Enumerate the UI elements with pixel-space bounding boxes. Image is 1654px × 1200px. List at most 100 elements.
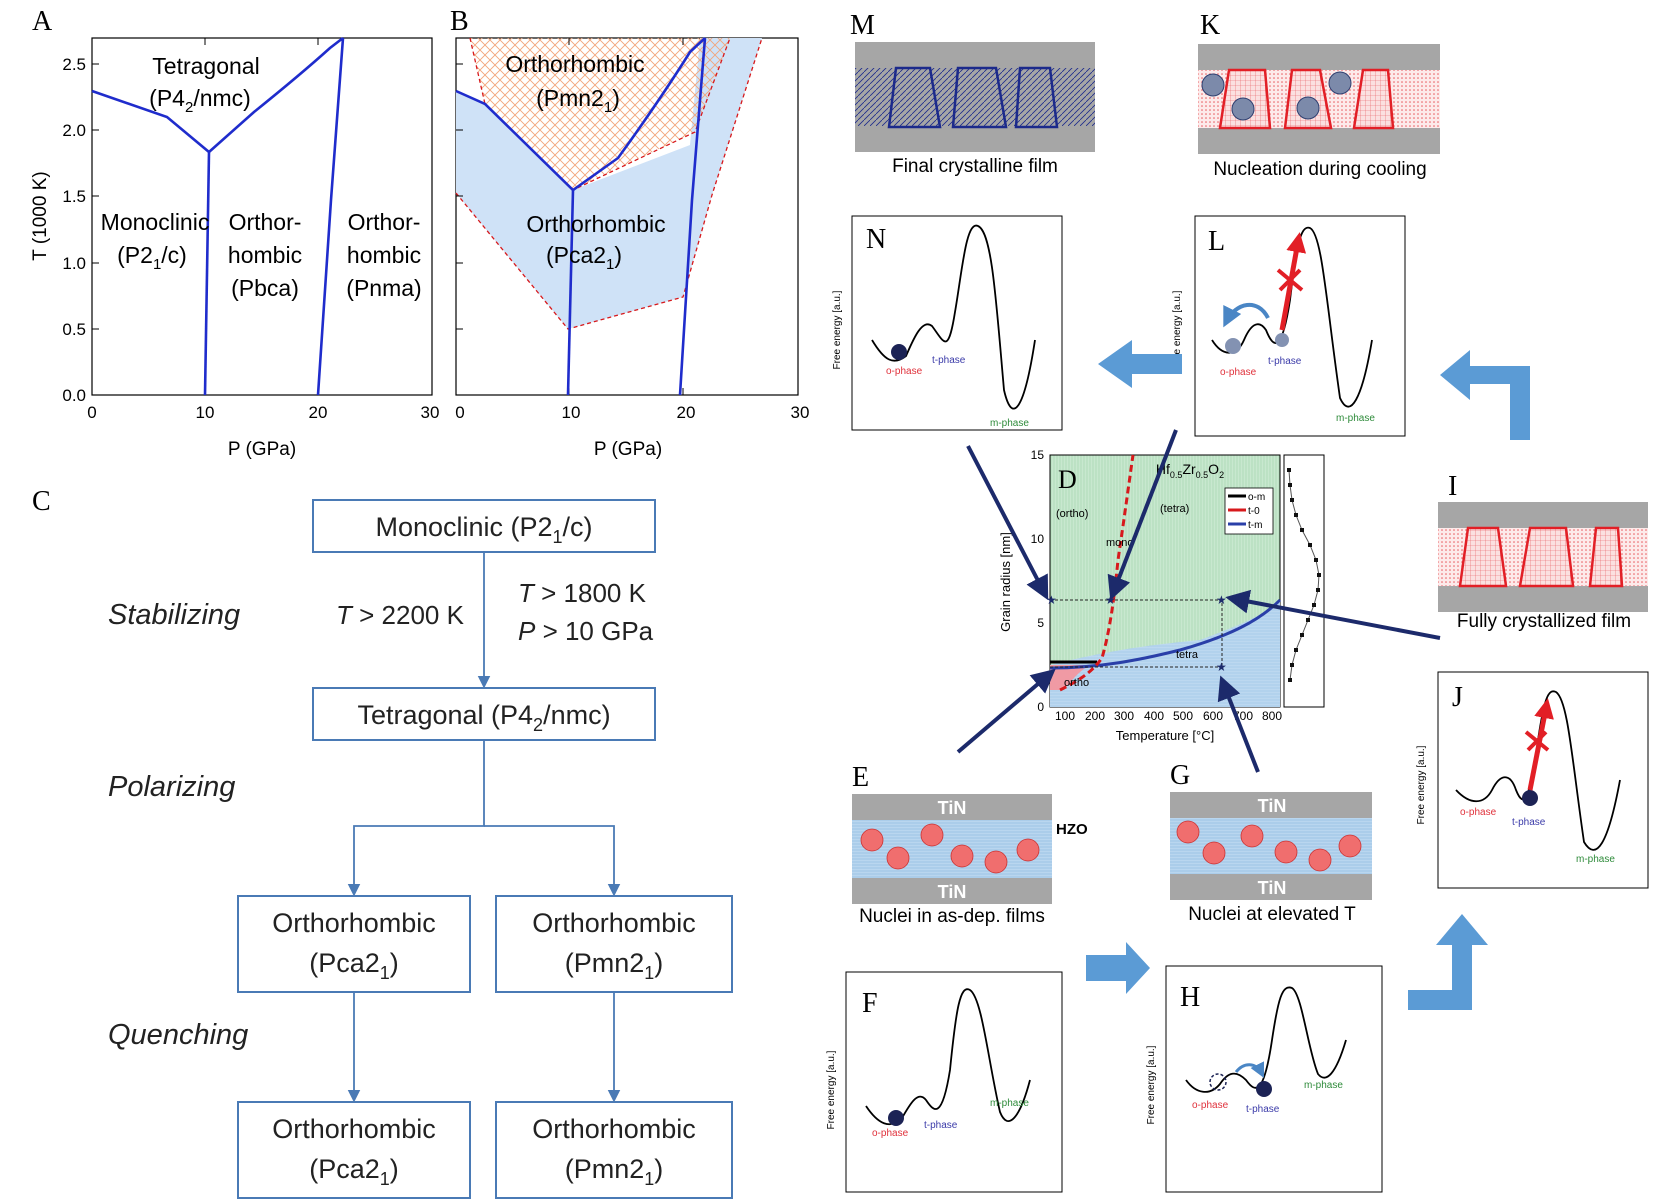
- panel-a-xtick: 10: [196, 403, 215, 422]
- panel-n-ylabel: Free energy [a.u.]: [832, 290, 843, 369]
- panel-e-tin-top: TiN: [938, 798, 967, 818]
- panel-g-tin-top: TiN: [1258, 796, 1287, 816]
- panel-a-xtick: 20: [309, 403, 328, 422]
- panel-b-boundary-pnma: [678, 37, 707, 396]
- panel-b-pca-outline: [455, 37, 763, 330]
- panel-i-film: I Fully crystallized film: [1438, 471, 1648, 632]
- arrow-tetra-to-pca: [347, 740, 485, 897]
- panel-l-t-label: t-phase: [1268, 356, 1302, 367]
- panel-a-label-monoclinic: Monoclinic: [101, 209, 210, 235]
- panel-d-label-mono: mono: [1106, 537, 1134, 549]
- box-ortho-pmn-2: [495, 1101, 733, 1199]
- box-monoclinic-label: Monoclinic (P21/c): [375, 512, 592, 547]
- panel-c-flowchart: C Monoclinic (P21/c) Tetragonal (P42/nmc…: [32, 486, 733, 1199]
- stage-stabilizing: Stabilizing: [108, 599, 240, 631]
- panel-a-xtick: 30: [421, 403, 440, 422]
- panel-a-label-pnma: hombic: [347, 242, 421, 268]
- panel-b-label-pca: Orthorhombic: [526, 211, 665, 237]
- condition-p-10: P > 10 GPa: [518, 616, 654, 646]
- arrow-i-to-l: [1440, 350, 1530, 440]
- panel-d-legend-t0: t-0: [1248, 506, 1260, 517]
- panel-d-xtick: 600: [1203, 709, 1223, 723]
- panel-a-ytick: 0.5: [62, 320, 86, 339]
- panel-d-xtick: 100: [1055, 709, 1075, 723]
- arrow-g-to-d: [1217, 675, 1260, 773]
- panel-e-letter: E: [852, 762, 869, 793]
- panel-f-m-label: m-phase: [990, 1098, 1029, 1109]
- box-ortho-pca-1-sg: (Pca21): [309, 948, 399, 983]
- panel-h-o-label: o-phase: [1192, 1100, 1229, 1111]
- panel-n-o-label: o-phase: [886, 366, 923, 377]
- box-ortho-pca-2-sg: (Pca21): [309, 1154, 399, 1189]
- panel-a-ylabel: T (1000 K): [30, 171, 51, 260]
- panel-n-letter: N: [866, 224, 886, 255]
- panel-a-ytick: 2.0: [62, 121, 86, 140]
- panel-a-ytick: 1.5: [62, 187, 86, 206]
- panel-d-xtick: 300: [1114, 709, 1134, 723]
- panel-j-m-label: m-phase: [1576, 854, 1615, 865]
- panel-l-o-label: o-phase: [1220, 367, 1257, 378]
- panel-i-letter: I: [1448, 471, 1457, 502]
- panel-d-label-tetra-paren: (tetra): [1160, 503, 1189, 515]
- panel-n-m-label: m-phase: [990, 418, 1029, 429]
- panel-k-caption: Nucleation during cooling: [1213, 159, 1426, 180]
- panel-d-ytick: 0: [1037, 700, 1044, 714]
- panel-l-ylabel: Free energy [a.u.]: [1172, 290, 1183, 369]
- panel-a-phase-diagram: A 0.0 0.5 1.0 1.5 2.0 2.5 0 10 20 30 T (…: [30, 6, 439, 460]
- arrow-l-to-n: [1098, 340, 1182, 388]
- panel-b-pca-region: [456, 38, 762, 329]
- panel-a-ytick: 1.0: [62, 254, 86, 273]
- condition-t-2200: T > 2200 K: [336, 600, 465, 630]
- arrow-h-to-j: [1408, 914, 1488, 1010]
- panel-f-energy: F Free energy [a.u.] o-phase t-phase m-p…: [826, 971, 1063, 1193]
- panel-e-tin-bottom: TiN: [938, 882, 967, 902]
- box-ortho-pca-2-title: Orthorhombic: [272, 1114, 436, 1144]
- panel-g-letter: G: [1170, 760, 1190, 791]
- panel-n-t-label: t-phase: [932, 355, 966, 366]
- panel-g-film: G TiN TiN Nuclei at elevated T: [1170, 760, 1372, 925]
- panel-h-energy: H Free energy [a.u.] o-phase t-phase m-p…: [1146, 965, 1383, 1193]
- box-tetragonal: [312, 687, 656, 741]
- panel-e-film: E TiN TiN HZO Nuclei in as-dep. films: [852, 762, 1088, 927]
- panel-l-m-label: m-phase: [1336, 413, 1375, 424]
- panel-b-xtick: 30: [791, 403, 810, 422]
- panel-a-letter: A: [32, 6, 53, 37]
- panel-d-letter: D: [1058, 465, 1077, 494]
- box-ortho-pmn-1-title: Orthorhombic: [532, 908, 696, 938]
- panel-b-xtick: 20: [677, 403, 696, 422]
- panel-d-ytick: 5: [1037, 616, 1044, 630]
- svg-text:★: ★: [1046, 593, 1057, 607]
- box-tetragonal-label: Tetragonal (P42/nmc): [357, 700, 610, 735]
- panel-a-label-pnma: (Pnma): [346, 275, 421, 301]
- panel-d-legend-om: o-m: [1248, 492, 1265, 503]
- box-ortho-pca-2: [237, 1101, 471, 1199]
- svg-text:★: ★: [1216, 593, 1227, 607]
- panel-a-label-pnma: Orthor-: [348, 209, 421, 235]
- svg-text:★: ★: [1216, 660, 1227, 674]
- panel-d-label-ortho: ortho: [1064, 677, 1089, 689]
- panel-i-caption: Fully crystallized film: [1457, 611, 1631, 632]
- panel-j-energy: J Free energy [a.u.] o-phase t-phase m-p…: [1416, 671, 1649, 889]
- panel-a-ytick: 2.5: [62, 55, 86, 74]
- panel-e-caption: Nuclei in as-dep. films: [859, 906, 1045, 927]
- box-ortho-pca-1-title: Orthorhombic: [272, 908, 436, 938]
- panel-a-boundary-pnma: [316, 37, 345, 396]
- panel-d-ylabel: Grain radius [nm]: [998, 532, 1013, 632]
- panel-b-label-pca-sg: (Pca21): [546, 242, 622, 273]
- arrow-i-to-d: [1225, 589, 1441, 640]
- panel-f-t-label: t-phase: [924, 1120, 958, 1131]
- panel-k-film: K Nucleation during cooling: [1198, 10, 1440, 180]
- panel-j-letter: J: [1452, 682, 1463, 713]
- panel-d-xtick: 500: [1173, 709, 1193, 723]
- panel-l-energy: L Free energy [a.u.] o-phase t-phase m-p…: [1172, 215, 1406, 437]
- panel-a-label-pbca: Orthor-: [229, 209, 302, 235]
- panel-a-xtick: 0: [87, 403, 96, 422]
- panel-b-phase-diagram: B 0 10 20 30 P (GPa): [450, 6, 809, 460]
- panel-b-label-pmn-sg: (Pmn21): [536, 85, 620, 116]
- box-ortho-pmn-1-sg: (Pmn21): [565, 948, 664, 983]
- panel-a-label-pbca: (Pbca): [231, 275, 299, 301]
- panel-d-chart: ★ ★ ★★ D Hf0.5Zr0.5O2 o-m t-0 t-m (ortho) …: [998, 448, 1325, 743]
- panel-b-xtick: 10: [562, 403, 581, 422]
- panel-h-m-label: m-phase: [1304, 1080, 1343, 1091]
